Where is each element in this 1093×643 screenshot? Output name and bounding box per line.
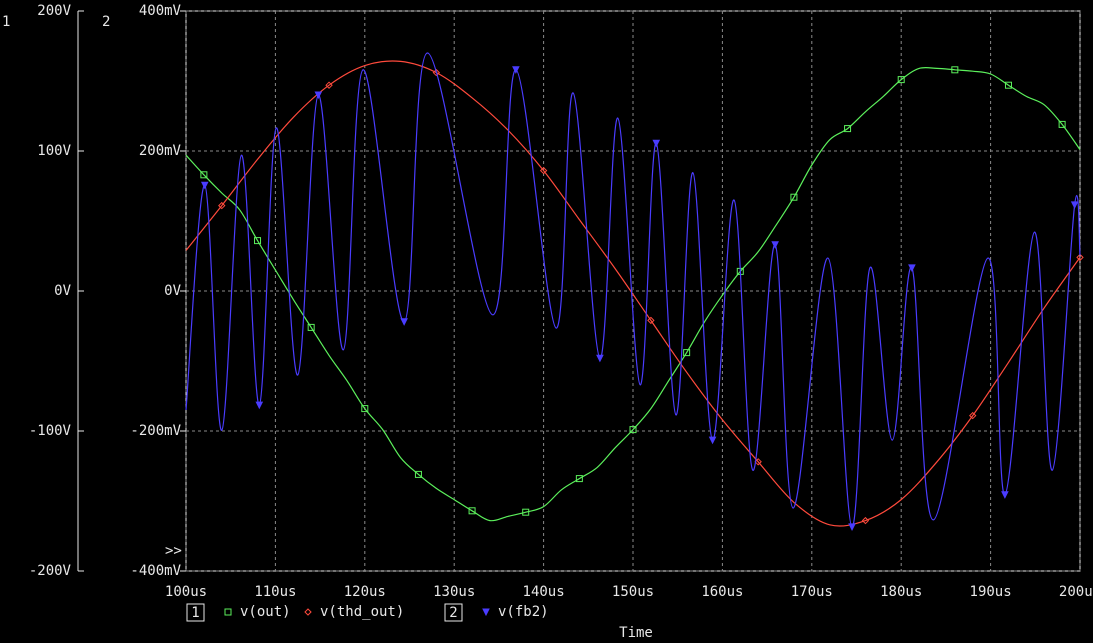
legend-axis-box — [444, 603, 463, 622]
annotation: >> — [165, 543, 182, 559]
marker — [575, 475, 583, 483]
marker — [596, 354, 604, 363]
marker — [482, 608, 490, 617]
y-tick-label: -200V — [29, 563, 72, 579]
marker — [255, 401, 264, 410]
marker — [647, 316, 655, 325]
marker — [304, 608, 312, 616]
marker — [432, 68, 441, 77]
y-tick-label: 100V — [37, 143, 71, 159]
marker — [897, 76, 905, 84]
y-tick-label: 0V — [54, 283, 71, 299]
y2-tick-label: -200mV — [130, 423, 181, 439]
marker — [908, 264, 916, 273]
series-line — [185, 60, 1081, 527]
y-axis-number: 1 — [2, 14, 10, 30]
y2-axis-number: 2 — [102, 14, 110, 30]
marker — [1001, 491, 1009, 499]
y-tick-label: -100V — [29, 423, 72, 439]
marker — [200, 181, 209, 190]
marker — [951, 66, 959, 74]
y2-tick-label: 0V — [164, 283, 181, 299]
marker — [969, 411, 977, 420]
x-tick-label: 190us — [970, 584, 1012, 600]
x-tick-label: 140us — [523, 584, 565, 600]
marker — [652, 139, 661, 148]
marker — [522, 508, 530, 516]
marker — [1058, 120, 1066, 128]
x-axis-label: Time — [619, 625, 653, 641]
x-tick-label: 200us — [1059, 584, 1093, 600]
y2-tick-label: 200mV — [139, 143, 182, 159]
marker — [468, 507, 476, 515]
marker — [708, 436, 717, 445]
marker — [307, 323, 315, 331]
marker — [361, 405, 369, 413]
y2-tick-label: 400mV — [139, 3, 182, 19]
marker — [861, 516, 870, 525]
legend-axis-number: 2 — [449, 605, 457, 621]
marker — [539, 166, 548, 175]
x-tick-label: 130us — [433, 584, 475, 600]
marker — [414, 470, 422, 478]
x-tick-label: 100us — [165, 584, 207, 600]
marker — [314, 91, 323, 100]
marker — [771, 241, 779, 249]
marker — [400, 318, 408, 326]
marker — [844, 125, 852, 133]
x-tick-label: 110us — [254, 584, 296, 600]
marker — [629, 426, 637, 434]
y-tick-label: 200V — [37, 3, 71, 19]
marker — [848, 523, 856, 532]
marker — [200, 171, 208, 179]
marker — [218, 201, 226, 210]
series-line — [185, 66, 1081, 522]
x-tick-label: 120us — [344, 584, 386, 600]
marker — [1004, 81, 1012, 89]
legend-label: v(thd_out) — [320, 604, 404, 620]
marker — [683, 349, 691, 357]
marker — [1076, 253, 1084, 262]
legend-label: v(fb2) — [498, 604, 549, 620]
x-tick-label: 150us — [612, 584, 654, 600]
marker — [254, 237, 262, 245]
x-tick-label: 160us — [701, 584, 743, 600]
marker — [325, 81, 333, 89]
legend-label: v(out) — [240, 604, 291, 620]
marker — [224, 608, 232, 616]
marker — [512, 66, 520, 74]
marker — [790, 193, 798, 201]
series-line — [185, 52, 1081, 528]
x-tick-label: 170us — [791, 584, 833, 600]
legend-axis-number: 1 — [191, 605, 199, 621]
marker — [1070, 201, 1079, 210]
x-tick-label: 180us — [880, 584, 922, 600]
legend-axis-box — [186, 603, 205, 622]
y2-tick-label: -400mV — [130, 563, 181, 579]
